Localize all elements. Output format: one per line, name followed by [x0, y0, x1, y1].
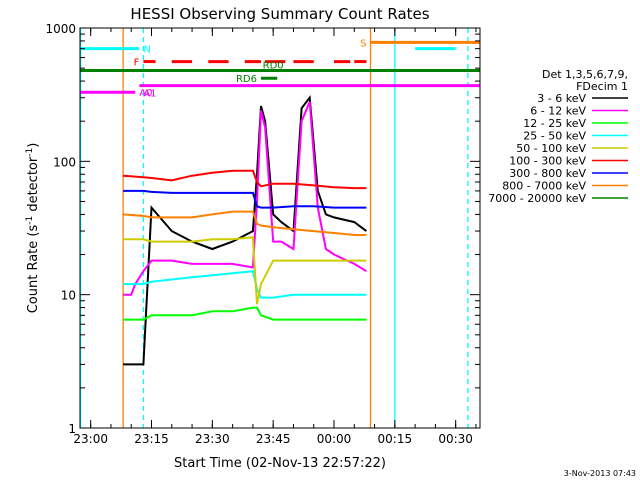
legend-label-8: 7000 - 20000 keV: [488, 192, 586, 205]
legend-label-1: 6 - 12 keV: [530, 105, 586, 118]
y-axis-label-sup1: -1: [25, 216, 35, 225]
series-line-2: [123, 306, 367, 321]
chart-title: HESSI Observing Summary Count Rates: [130, 5, 429, 23]
legend-label-2: 12 - 25 keV: [523, 117, 586, 130]
series-line-3: [123, 270, 367, 299]
y-axis-label-sup2: -1: [25, 148, 35, 157]
flag-label-rd0: RD0: [263, 61, 284, 72]
x-tick-label-0: 23:00: [73, 432, 108, 446]
flag-label-n: N: [143, 45, 150, 56]
flag-label-a0: A0: [139, 88, 152, 99]
series-line-5: [123, 169, 367, 190]
x-axis-label: Start Time (02-Nov-13 22:57:22): [174, 456, 386, 471]
x-tick-label-2: 23:30: [195, 432, 230, 446]
series-line-1: [123, 101, 367, 296]
x-tick-label-1: 23:15: [134, 432, 169, 446]
y-axis-label-main: Count Rate (s: [26, 225, 41, 314]
legend-label-5: 100 - 300 keV: [509, 155, 586, 168]
legend-header-1: Det 1,3,5,6,7,9,: [542, 68, 628, 81]
y-axis-label-end: ): [26, 143, 41, 148]
x-tick-label-4: 00:00: [317, 432, 352, 446]
series-line-7: [123, 210, 367, 236]
x-tick-label-5: 00:15: [378, 432, 413, 446]
legend-label-4: 50 - 100 keV: [516, 142, 586, 155]
x-axis: 23:00 23:15 23:30 23:45 00:00 00:15 00:30: [73, 28, 477, 446]
legend-label-7: 800 - 7000 keV: [502, 180, 586, 193]
plot-frame: [79, 27, 481, 429]
y-axis-label-mid: detector: [26, 156, 41, 216]
flag-label-rd6: RD6: [236, 74, 257, 85]
x-tick-label-3: 23:45: [256, 432, 291, 446]
legend-label-3: 25 - 50 keV: [523, 130, 586, 143]
legend-label-0: 3 - 6 keV: [537, 92, 586, 105]
y-axis-label: Count Rate (s-1 detector-1): [25, 143, 41, 314]
y-tick-label-2: 100: [53, 155, 76, 169]
legend-header-2: FDecim 1: [576, 80, 628, 93]
y-tick-label-3: 1000: [45, 22, 76, 36]
flag-label-a1: A1: [143, 89, 156, 100]
series-line-6: [123, 189, 367, 209]
y-tick-label-1: 10: [61, 289, 76, 303]
legend-label-6: 300 - 800 keV: [509, 167, 586, 180]
timestamp: 3-Nov-2013 07:43: [564, 469, 636, 478]
series-line-0: [123, 95, 367, 366]
series-line-4: [123, 236, 367, 305]
flag-label-s: S: [360, 38, 366, 49]
flag-label-f: F: [134, 58, 140, 69]
y-tick-label-0: 1: [68, 422, 76, 436]
y-axis: 1 10 100 1000: [45, 22, 480, 436]
x-tick-label-6: 00:30: [438, 432, 473, 446]
